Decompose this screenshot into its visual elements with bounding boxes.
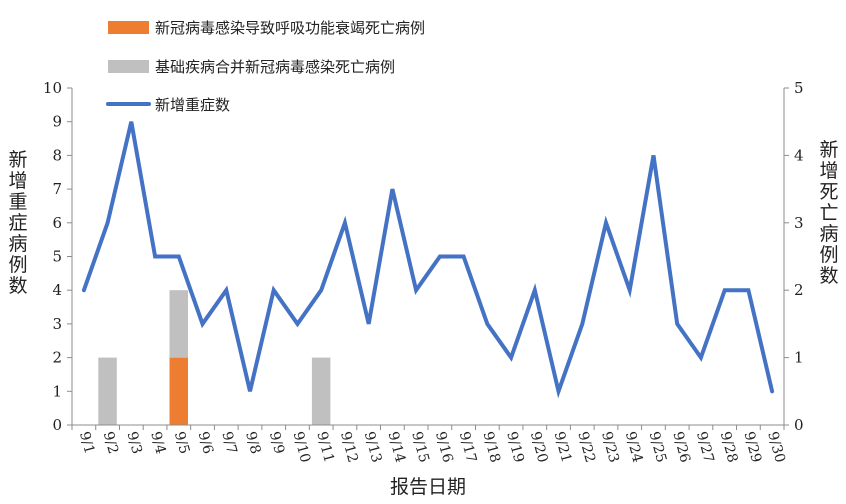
y-tick-label: 4	[52, 281, 62, 299]
y2-tick-label: 3	[794, 214, 804, 232]
x-tick-label: 9/11	[313, 430, 337, 465]
line-layer	[81, 121, 775, 399]
x-tick-label: 9/4	[147, 430, 168, 456]
x-tick-label: 9/21	[551, 430, 575, 465]
x-tick-label: 9/26	[669, 430, 693, 465]
bar-comorbidity-deaths-9-2	[98, 357, 117, 425]
y-tick-label: 2	[52, 349, 62, 367]
series-line-new-severe-cases	[81, 121, 775, 399]
y-tick-label: 9	[52, 113, 62, 131]
y-tick-label: 7	[52, 180, 62, 198]
x-tick-label: 9/17	[456, 430, 480, 465]
x-tick-label: 9/14	[385, 430, 409, 465]
x-tick-label: 9/22	[574, 430, 598, 465]
x-tick-label: 9/10	[290, 430, 314, 465]
y-tick-label: 3	[52, 315, 62, 333]
legend-label-new-severe-cases: 新增重症数	[155, 96, 230, 114]
x-tick-label: 9/6	[195, 430, 216, 456]
x-tick-label: 9/8	[242, 430, 263, 456]
y2-tick-label: 0	[794, 416, 804, 434]
y2-tick-label: 2	[794, 281, 804, 299]
bar-comorbidity-deaths-9-5	[169, 290, 188, 358]
x-tick-label: 9/12	[337, 430, 361, 465]
x-tick-label: 9/5	[171, 430, 192, 456]
y-tick-label: 0	[52, 416, 62, 434]
legend-swatch-comorbidity-deaths	[108, 60, 149, 73]
x-tick-label: 9/9	[266, 430, 287, 456]
y-tick-label: 8	[52, 146, 62, 164]
legend: 新冠病毒感染导致呼吸功能衰竭死亡病例 基础疾病合并新冠病毒感染死亡病例 新增重症…	[106, 19, 425, 114]
bars-layer	[98, 290, 331, 425]
y2-tick-label: 5	[794, 79, 804, 97]
x-tick-label: 9/13	[361, 430, 385, 465]
bar-comorbidity-deaths-9-11	[311, 357, 331, 425]
bar-respiratory-failure-deaths-9-5	[169, 357, 188, 425]
x-tick-label: 9/28	[717, 430, 741, 465]
legend-label-respiratory-failure-deaths: 新冠病毒感染导致呼吸功能衰竭死亡病例	[155, 19, 425, 37]
x-tick-label: 9/7	[218, 430, 239, 456]
x-tick-label: 9/1	[76, 430, 97, 456]
y-axis-title: 新增重症病例数	[8, 149, 27, 297]
x-tick-label: 9/25	[646, 430, 670, 465]
x-axis-title: 报告日期	[390, 476, 466, 498]
y2-tick-label: 1	[794, 349, 804, 367]
x-tick-label: 9/27	[693, 430, 717, 465]
x-tick-label: 9/29	[741, 430, 765, 465]
y2-tick-label: 4	[794, 146, 804, 164]
y2-axis-title: 新增死亡病例数	[819, 139, 838, 287]
x-tick-label: 9/20	[527, 430, 551, 465]
y-tick-label: 6	[52, 214, 62, 232]
x-tick-label: 9/15	[408, 430, 432, 465]
y-tick-label: 5	[52, 248, 62, 266]
legend-label-comorbidity-deaths: 基础疾病合并新冠病毒感染死亡病例	[155, 58, 395, 76]
x-tick-label: 9/23	[598, 430, 622, 465]
y-tick-label: 10	[43, 79, 62, 97]
y-tick-label: 1	[52, 382, 62, 400]
x-tick-label: 9/24	[622, 430, 646, 465]
x-tick-label: 9/18	[479, 430, 503, 465]
x-tick-label: 9/30	[764, 430, 788, 465]
x-tick-label: 9/2	[100, 430, 121, 456]
legend-swatch-respiratory-failure-deaths	[108, 21, 149, 34]
x-tick-label: 9/16	[432, 430, 456, 465]
x-tick-label: 9/19	[503, 430, 527, 465]
x-tick-label: 9/3	[123, 430, 144, 456]
